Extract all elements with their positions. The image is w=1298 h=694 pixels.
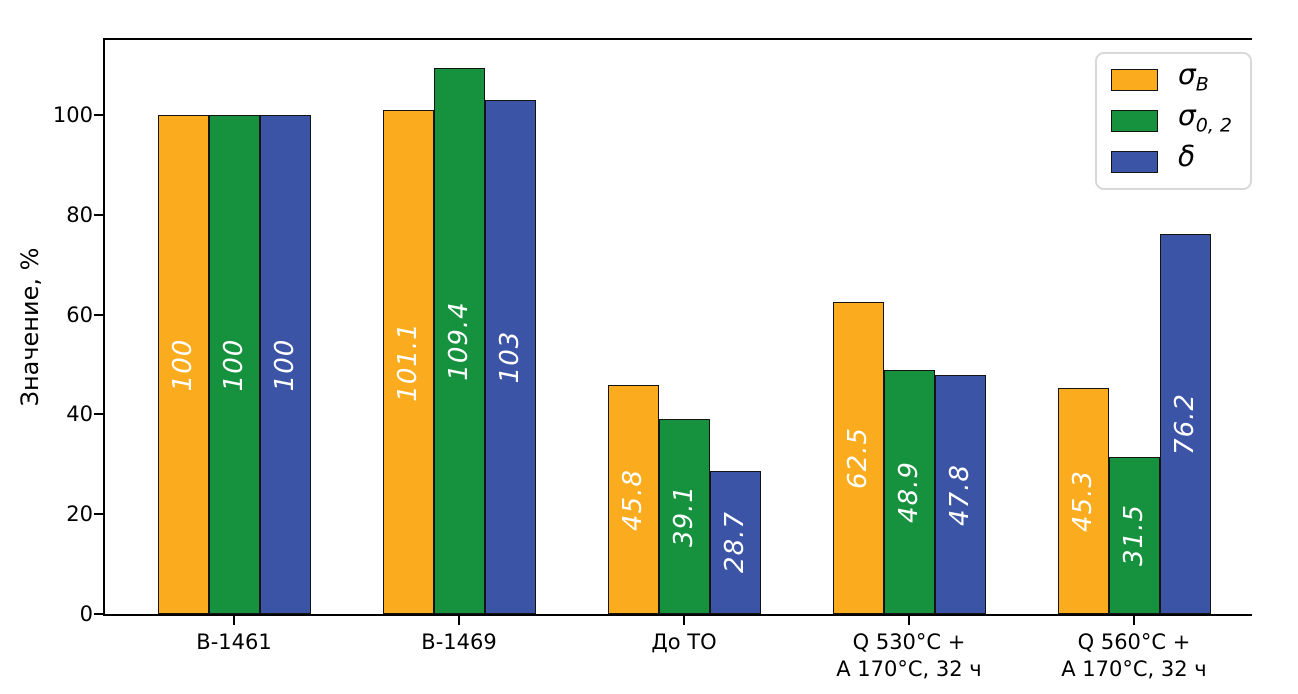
bar-σB-До ТО: 45.8 xyxy=(607,385,659,614)
legend-label-sigma-b: σB xyxy=(1177,58,1209,96)
legend-label-sigma-02: σ0, 2 xyxy=(1177,99,1232,137)
x-tick-label: До ТО xyxy=(651,630,717,654)
bar-σ0,2-В-1461: 100 xyxy=(208,115,260,614)
x-tick-mark xyxy=(908,616,910,625)
legend-swatch-sigma-02 xyxy=(1110,110,1158,132)
bar-δ-Q 530°C +: 47.8 xyxy=(934,375,986,614)
y-tick-mark xyxy=(94,413,103,416)
legend-label-delta: δ xyxy=(1177,140,1196,174)
bar-σB-Q 530°C +: 62.5 xyxy=(832,302,884,614)
bar-value-label: 62.5 xyxy=(843,427,873,490)
y-tick-mark xyxy=(94,213,103,216)
bar-δ-До ТО: 28.7 xyxy=(709,470,761,614)
bar-σB-В-1461: 100 xyxy=(157,115,209,614)
y-tick-label: 40 xyxy=(66,402,93,427)
bar-value-label: 39.1 xyxy=(669,485,699,548)
y-tick-label: 20 xyxy=(66,502,93,527)
plot-area xyxy=(103,38,1252,616)
x-tick-label: Q 560°C + A 170°C, 32 ч xyxy=(1061,630,1207,681)
bar-value-label: 109.4 xyxy=(444,301,474,381)
x-tick-label: Q 530°C + A 170°C, 32 ч xyxy=(836,630,982,681)
y-tick-label: 100 xyxy=(52,103,93,127)
bar-value-label: 45.8 xyxy=(618,468,648,531)
x-tick-label: В-1461 xyxy=(196,630,272,654)
bar-value-label: 103 xyxy=(495,330,525,384)
bar-value-label: 28.7 xyxy=(720,511,750,574)
legend-item-sigma-02: σ0, 2 xyxy=(1110,101,1232,137)
bar-value-label: 100 xyxy=(219,338,249,391)
y-tick-mark xyxy=(94,613,103,615)
bar-value-label: 100 xyxy=(168,338,198,391)
legend: σB σ0, 2 δ xyxy=(1094,52,1252,190)
y-tick-mark xyxy=(94,313,103,316)
bar-σB-Q 560°C +: 45.3 xyxy=(1057,387,1109,614)
y-tick-label: 0 xyxy=(79,602,93,626)
x-tick-label: В-1469 xyxy=(421,630,497,654)
bar-δ-Q 560°C +: 76.2 xyxy=(1159,233,1211,614)
legend-swatch-sigma-b xyxy=(1110,69,1158,91)
legend-item-sigma-b: σB xyxy=(1110,60,1232,96)
x-tick-mark xyxy=(1133,616,1135,625)
bar-value-label: 76.2 xyxy=(1170,392,1200,455)
y-tick-label: 80 xyxy=(66,202,93,227)
bar-value-label: 101.1 xyxy=(393,322,423,402)
y-tick-mark xyxy=(94,114,103,116)
x-tick-mark xyxy=(683,616,685,625)
bar-value-label: 100 xyxy=(270,338,300,391)
bar-value-label: 47.8 xyxy=(945,463,975,526)
bar-σ0,2-В-1469: 109.4 xyxy=(433,68,485,614)
bar-σ0,2-До ТО: 39.1 xyxy=(658,418,710,614)
bar-δ-В-1469: 103 xyxy=(484,100,536,614)
bar-δ-В-1461: 100 xyxy=(259,115,311,614)
bar-value-label: 48.9 xyxy=(894,461,924,523)
bar-σ0,2-Q 530°C +: 48.9 xyxy=(883,369,935,614)
bar-value-label: 31.5 xyxy=(1119,504,1149,567)
x-tick-mark xyxy=(233,616,235,625)
x-tick-mark xyxy=(458,616,460,625)
bar-σ0,2-Q 560°C +: 31.5 xyxy=(1108,456,1160,614)
y-tick-mark xyxy=(94,513,103,516)
legend-item-delta: δ xyxy=(1110,142,1232,177)
legend-swatch-delta xyxy=(1110,151,1158,173)
bar-σB-В-1469: 101.1 xyxy=(382,109,434,614)
bar-value-label: 45.3 xyxy=(1068,470,1098,532)
y-tick-label: 60 xyxy=(66,302,93,327)
